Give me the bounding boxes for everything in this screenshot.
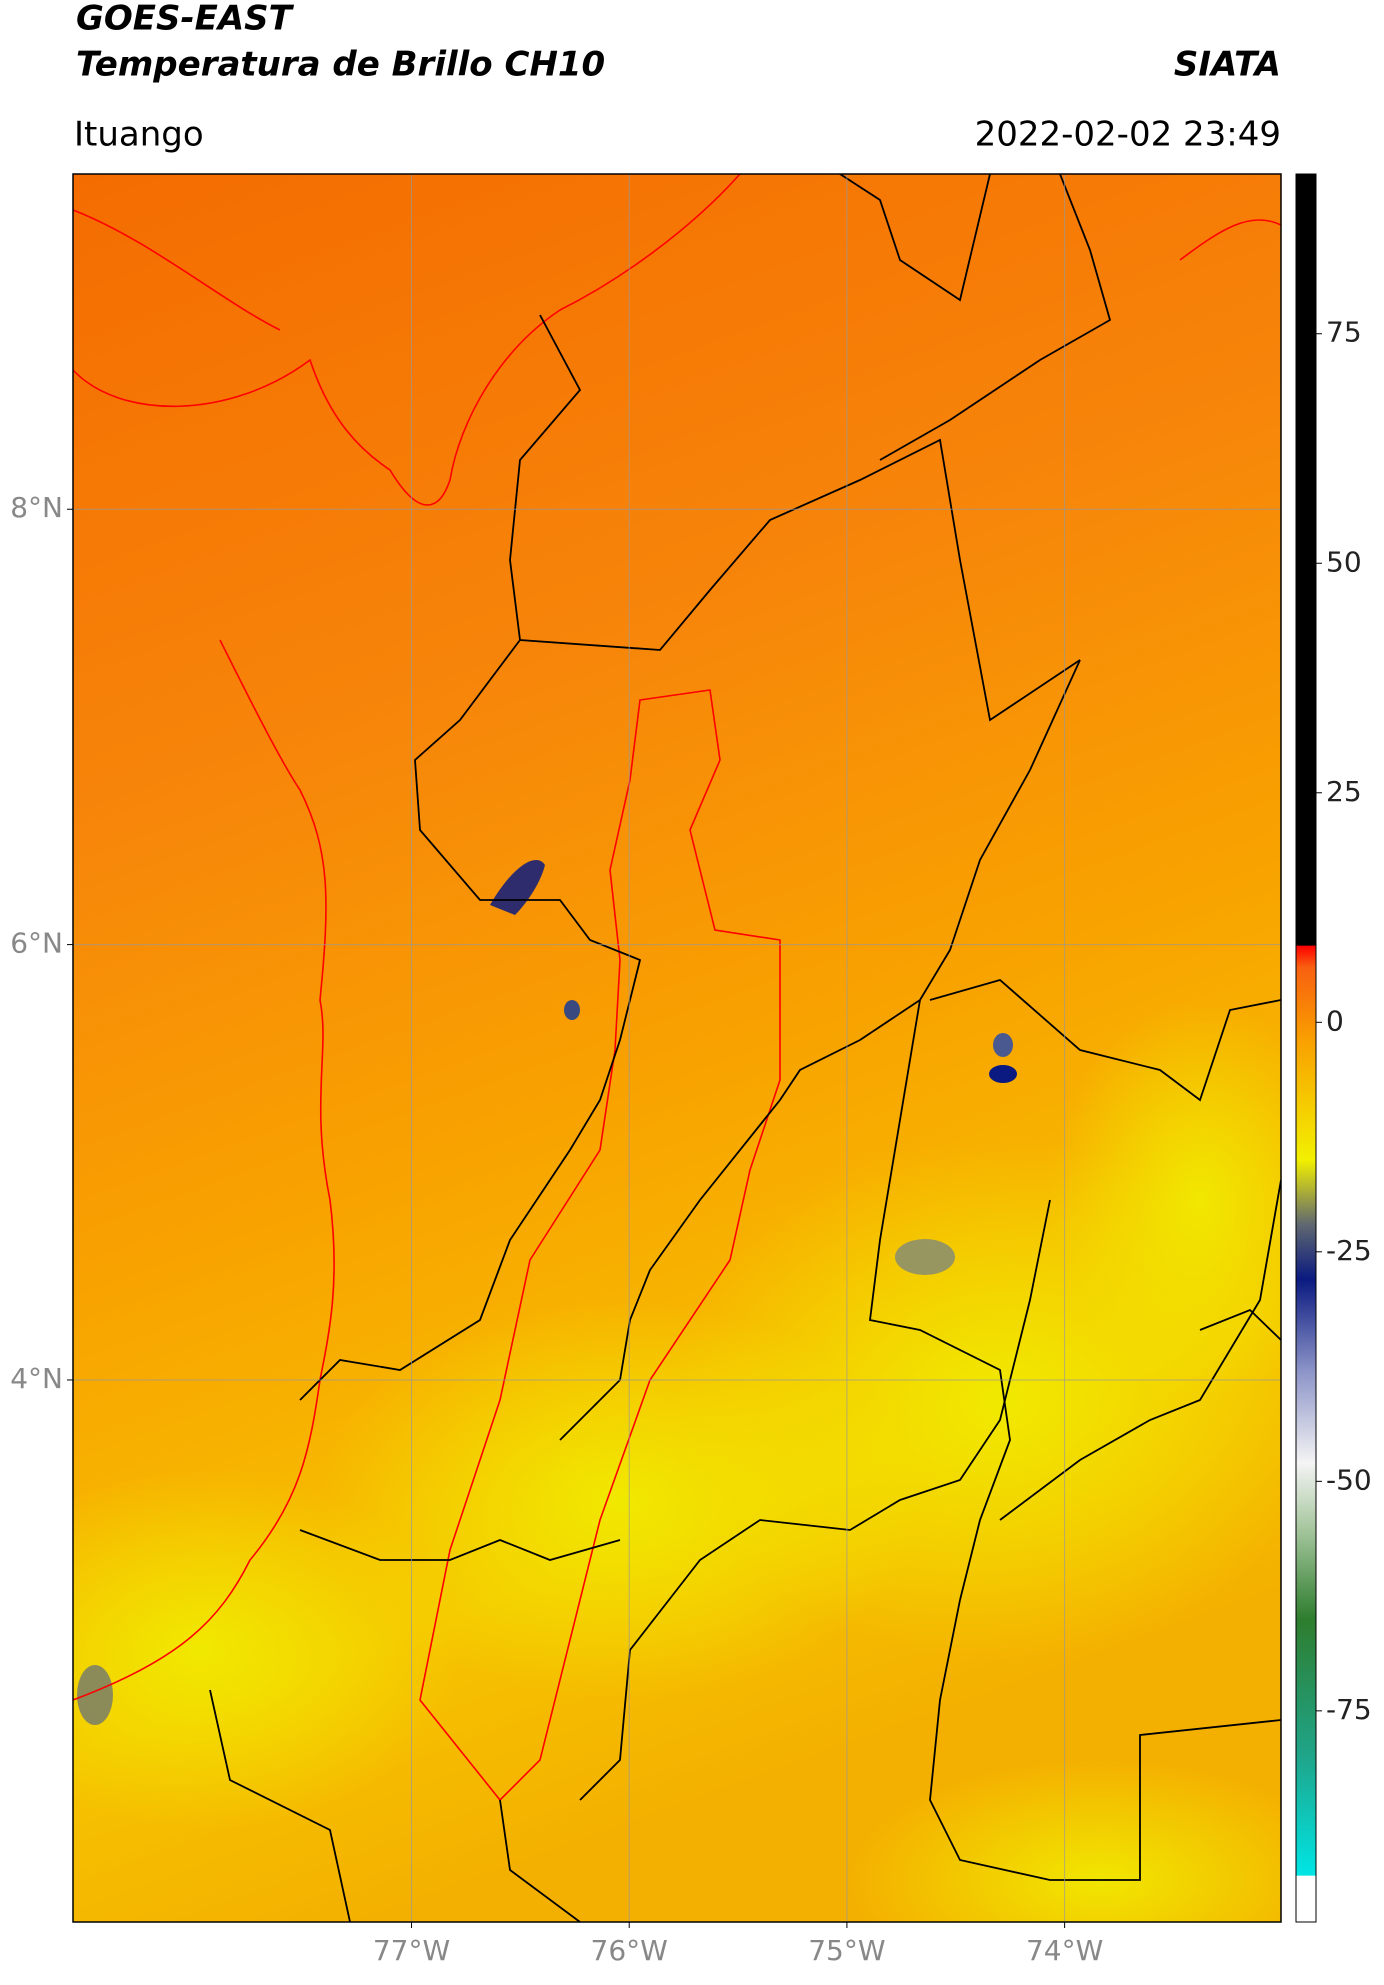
x-tick-label: 75°W — [808, 1934, 885, 1967]
y-tick-label: 6°N — [10, 927, 63, 960]
y-tick-label: 8°N — [10, 491, 63, 524]
x-tick-label: 76°W — [591, 1934, 668, 1967]
colorbar-tick-label: 75 — [1326, 316, 1362, 349]
colorbar-tick-label: 0 — [1326, 1004, 1344, 1037]
colorbar-tick-label: -50 — [1326, 1463, 1372, 1496]
x-tick-label: 77°W — [373, 1934, 450, 1967]
colorbar-tick-label: -75 — [1326, 1693, 1372, 1726]
source: SIATA — [1174, 45, 1281, 85]
colorbar-tick-label: 25 — [1326, 775, 1362, 808]
y-tick-label: 4°N — [10, 1362, 63, 1395]
colorbar-tick-label: 50 — [1326, 545, 1362, 578]
grid — [73, 174, 1281, 1922]
title: GOES-EAST — [76, 0, 295, 39]
map-frame — [72, 173, 1282, 1923]
datetime: 2022-02-02 23:49 — [975, 115, 1281, 155]
location: Ituango — [74, 115, 204, 155]
map-image — [73, 174, 1281, 1922]
colorbar-tick-label: -25 — [1326, 1234, 1372, 1267]
colorbar: -75 -50 -25 0 25 50 75 — [1295, 173, 1372, 1923]
x-tick-label: 74°W — [1026, 1934, 1103, 1967]
colorbar-bar — [1295, 173, 1317, 1923]
subtitle: Temperatura de Brillo CH10 — [76, 45, 605, 85]
